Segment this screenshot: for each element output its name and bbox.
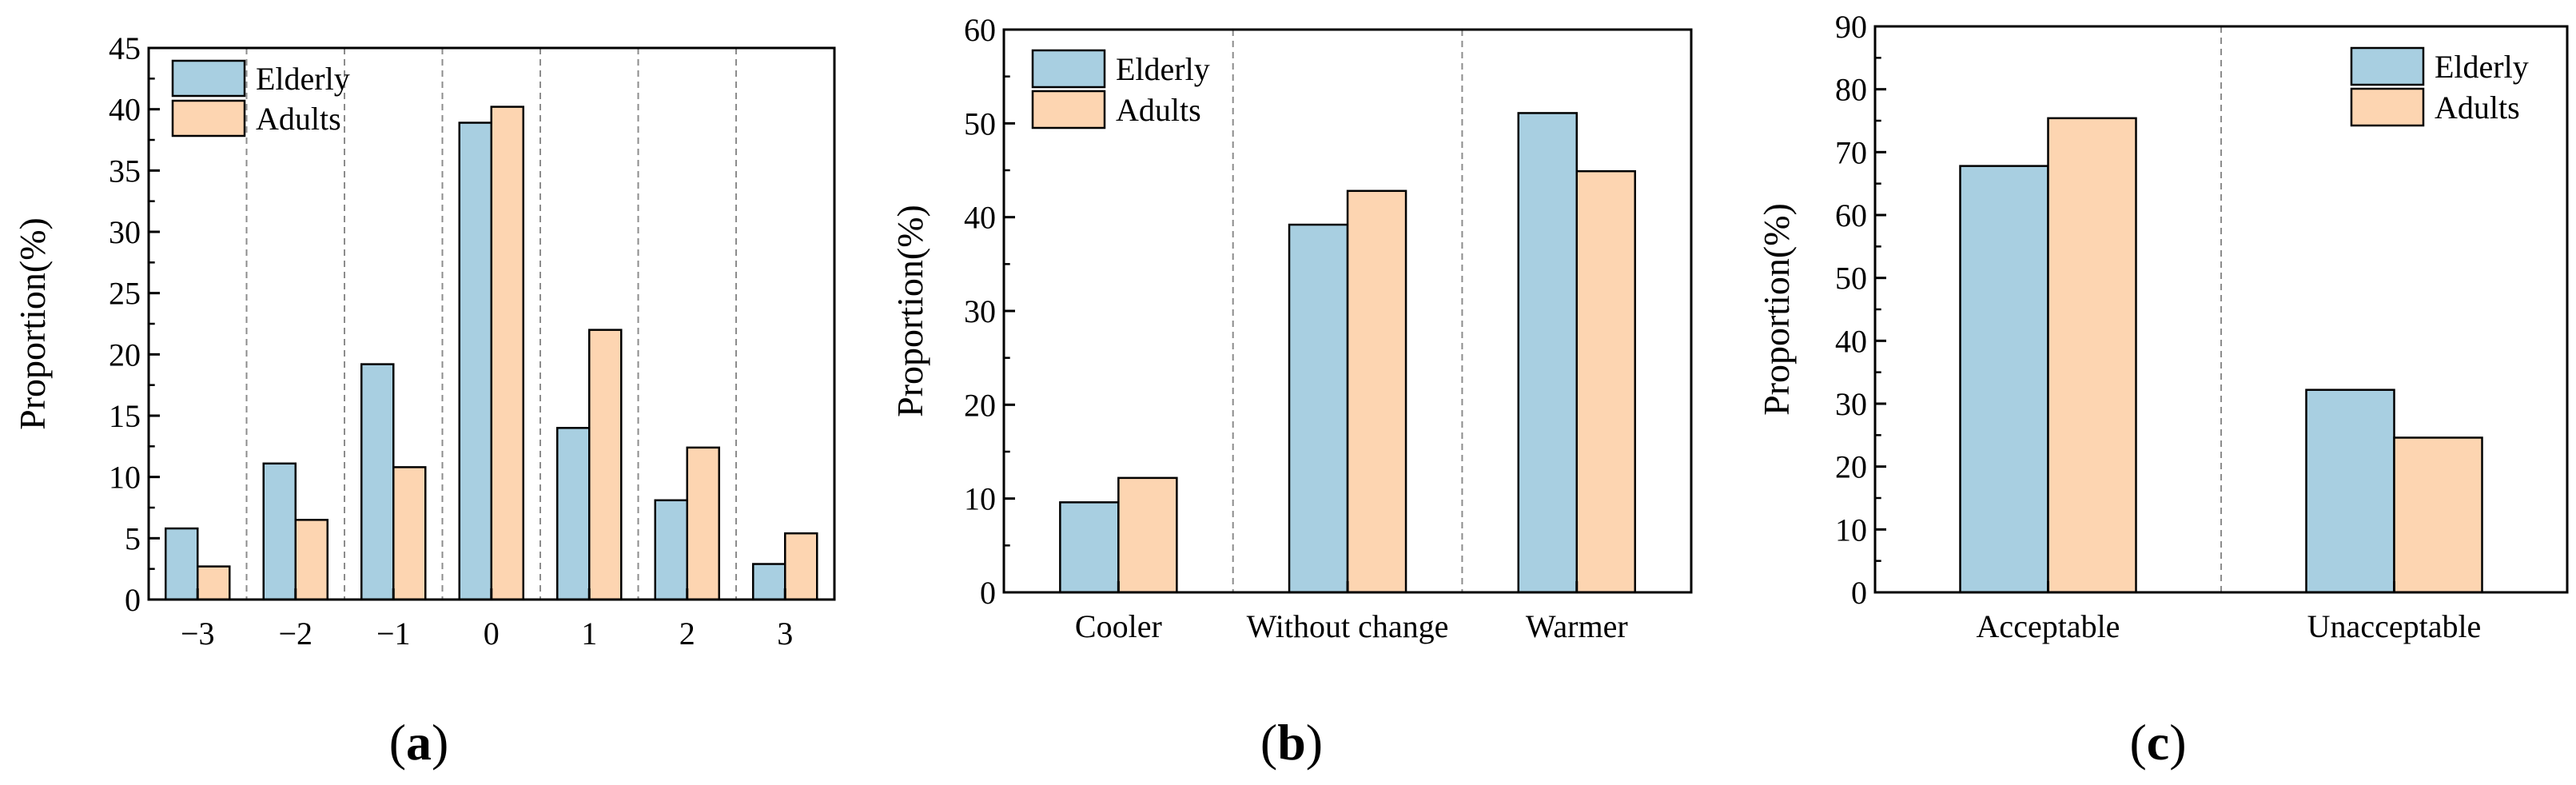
legend-label-elderly: Elderly bbox=[2435, 49, 2529, 85]
y-axis-title: Proportion(%) bbox=[1756, 203, 1797, 416]
legend-swatch-adults bbox=[2350, 87, 2425, 127]
legend-swatch-elderly bbox=[171, 59, 246, 98]
y-tick-label: 20 bbox=[1835, 449, 1867, 485]
panel-label-open: ( bbox=[389, 714, 406, 771]
y-tick-label: 20 bbox=[964, 387, 996, 423]
bar-adults-3 bbox=[392, 466, 427, 601]
bar-elderly-1 bbox=[1059, 501, 1120, 594]
y-tick-label: 60 bbox=[964, 12, 996, 48]
bar-adults-5 bbox=[588, 329, 623, 601]
y-tick-label: 10 bbox=[109, 460, 141, 496]
y-tick-label: 40 bbox=[964, 200, 996, 236]
y-axis-title: Proportion(%) bbox=[12, 217, 53, 430]
y-axis-title: Proportion(%) bbox=[890, 205, 930, 417]
panel-label: (c) bbox=[2129, 714, 2186, 771]
y-tick-label: 70 bbox=[1835, 134, 1867, 170]
bar-adults-1 bbox=[1117, 476, 1178, 594]
y-tick-label: 50 bbox=[964, 106, 996, 141]
y-tick-label: 45 bbox=[109, 30, 141, 66]
legend-label-elderly: Elderly bbox=[256, 61, 350, 97]
y-tick-label: 50 bbox=[1835, 261, 1867, 297]
y-tick-label: 5 bbox=[125, 520, 141, 556]
bar-elderly-7 bbox=[752, 563, 786, 601]
panel-label: (a) bbox=[389, 714, 449, 771]
legend-label-adults: Adults bbox=[256, 101, 341, 137]
x-tick-label: Without change bbox=[1247, 608, 1449, 644]
panel-label-letter: a bbox=[406, 714, 432, 771]
bar-adults-7 bbox=[784, 532, 818, 601]
x-tick-label: Acceptable bbox=[1977, 608, 2120, 644]
legend-label-adults: Adults bbox=[2435, 90, 2520, 126]
bar-elderly-2 bbox=[1288, 223, 1349, 594]
bar-elderly-3 bbox=[360, 363, 395, 601]
panel-c: 0 10 20 30 40 50 60 70 80 90 Acceptable Unacceptabl… bbox=[1756, 9, 2569, 771]
x-tick-label: 1 bbox=[581, 616, 597, 652]
y-tick-label: 0 bbox=[125, 582, 141, 618]
y-tick-label: 35 bbox=[109, 153, 141, 189]
bar-elderly-1 bbox=[165, 527, 199, 601]
bar-adults-6 bbox=[686, 446, 720, 601]
y-tick-label: 25 bbox=[109, 276, 141, 312]
panel-label-open: ( bbox=[2129, 714, 2146, 771]
legend-label-adults: Adults bbox=[1116, 92, 1201, 128]
panel-label-close: ) bbox=[432, 714, 448, 771]
bar-elderly-6 bbox=[654, 499, 688, 601]
panel-label-letter: c bbox=[2147, 714, 2169, 771]
bar-elderly-2 bbox=[2305, 389, 2395, 594]
y-tick-label: 90 bbox=[1835, 9, 1867, 45]
panel-label: (b) bbox=[1260, 714, 1323, 771]
panel-label-close: ) bbox=[2169, 714, 2186, 771]
x-tick-label: −3 bbox=[181, 616, 215, 652]
y-tick-label: 15 bbox=[109, 398, 141, 434]
y-tick-label: 60 bbox=[1835, 197, 1867, 233]
bar-elderly-1 bbox=[1959, 165, 2049, 594]
bar-adults-1 bbox=[197, 565, 231, 601]
panel-label-open: ( bbox=[1260, 714, 1277, 771]
legend-swatch-elderly bbox=[2350, 46, 2425, 86]
bar-adults-2 bbox=[294, 519, 328, 601]
bar-adults-2 bbox=[2393, 436, 2483, 594]
y-tick-label: 30 bbox=[1835, 386, 1867, 422]
bar-adults-1 bbox=[2047, 117, 2137, 594]
legend-swatch-elderly bbox=[1031, 49, 1106, 89]
legend-label-elderly: Elderly bbox=[1116, 51, 1210, 87]
x-tick-label: Cooler bbox=[1075, 608, 1162, 644]
y-tick-label: 10 bbox=[964, 481, 996, 517]
legend-swatch-adults bbox=[1031, 90, 1106, 130]
x-tick-label: 0 bbox=[484, 616, 500, 652]
y-tick-label: 0 bbox=[980, 575, 996, 611]
panel-a: 0 5 10 15 20 25 30 35 40 45 −3 −2 −1 0 1 2 3 Proportion(%… bbox=[12, 30, 836, 771]
bar-adults-2 bbox=[1346, 189, 1407, 594]
x-tick-label: −2 bbox=[278, 616, 313, 652]
bar-adults-4 bbox=[490, 106, 524, 601]
y-tick-label: 40 bbox=[109, 92, 141, 128]
y-tick-label: 20 bbox=[109, 337, 141, 373]
y-tick-label: 80 bbox=[1835, 72, 1867, 108]
panel-label-letter: b bbox=[1277, 714, 1306, 771]
y-tick-label: 10 bbox=[1835, 512, 1867, 548]
legend-swatch-adults bbox=[171, 99, 246, 137]
bar-elderly-3 bbox=[1517, 112, 1578, 594]
y-tick-label: 30 bbox=[109, 214, 141, 250]
bar-adults-3 bbox=[1575, 169, 1636, 594]
y-tick-label: 0 bbox=[1851, 575, 1867, 611]
bar-elderly-2 bbox=[262, 462, 297, 601]
y-tick-label: 40 bbox=[1835, 323, 1867, 359]
bar-elderly-4 bbox=[458, 122, 492, 601]
y-tick-label: 30 bbox=[964, 293, 996, 329]
x-tick-label: Warmer bbox=[1526, 608, 1628, 644]
x-tick-label: 3 bbox=[777, 616, 793, 652]
panel-b: 0 10 20 30 40 50 60 Cooler Without change Warmer P… bbox=[890, 12, 1693, 771]
x-tick-label: Unacceptable bbox=[2307, 608, 2482, 644]
x-tick-label: 2 bbox=[679, 616, 695, 652]
bar-elderly-5 bbox=[556, 427, 591, 601]
panel-label-close: ) bbox=[1306, 714, 1323, 771]
x-tick-label: −1 bbox=[376, 616, 411, 652]
